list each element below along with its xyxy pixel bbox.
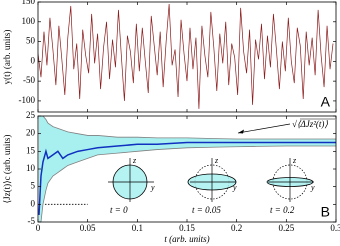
y-axis-label: ⟨Jz(t)⟩c (arb. units) (2, 135, 12, 204)
inset-axis-label: z (292, 156, 297, 165)
y-tick-label: 0 (31, 198, 36, 208)
y-tick-label: 15 (26, 145, 36, 155)
inset-label: t = 0.05 (192, 205, 221, 215)
inset-axis-label: y (150, 183, 155, 192)
x-axis-label: t (arb. units) (164, 234, 209, 244)
y-tick-label: 150 (22, 0, 36, 6)
x-tick-label: 0.3 (330, 223, 340, 233)
y-tick-label: -100 (19, 95, 36, 105)
annotation-arrow (237, 123, 291, 134)
arrow-head (238, 129, 244, 134)
y-tick-label: 20 (26, 128, 36, 138)
x-tick-label: 0.1 (132, 223, 143, 233)
panel-label: A (321, 94, 331, 110)
y-tick-label: 100 (22, 16, 36, 26)
x-tick-label: 0.2 (231, 223, 242, 233)
inset-axis-label: y (310, 183, 315, 192)
y-axis-label: y(t) (arb. units) (2, 30, 12, 85)
inset-label: t = 0 (110, 205, 128, 215)
y-tick-label: -5 (28, 216, 36, 226)
panel-label: B (321, 204, 330, 220)
x-tick-label: 0.25 (278, 223, 294, 233)
y-tick-label: 0 (31, 55, 36, 65)
y-tick-label: -50 (23, 75, 35, 85)
inset-axis-label: z (214, 156, 219, 165)
y-tick-label: 5 (31, 181, 36, 191)
data-line (38, 3, 334, 109)
x-tick-label: 0.15 (179, 223, 195, 233)
inset-axis-label: y (232, 183, 237, 192)
inset-label: t = 0.2 (270, 205, 295, 215)
x-tick-label: 0.05 (80, 223, 96, 233)
y-tick-label: 10 (26, 163, 36, 173)
band-edge (38, 116, 336, 140)
band-edge (38, 145, 336, 222)
annotation: √⟨ΔJz²(t)⟩ (292, 119, 328, 129)
inset-axis-label: z (132, 156, 137, 165)
y-tick-label: 50 (26, 36, 36, 46)
data-line (38, 141, 336, 215)
x-tick-label: 0 (36, 223, 41, 233)
y-tick-label: 25 (26, 110, 36, 120)
